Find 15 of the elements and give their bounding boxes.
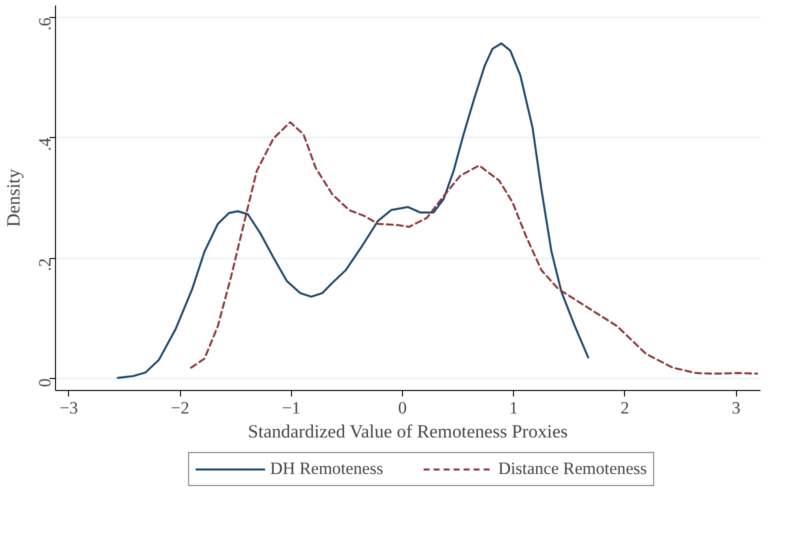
y-tick-label: .4 bbox=[36, 138, 54, 151]
y-tick-label: .6 bbox=[36, 17, 54, 31]
legend-label: Distance Remoteness bbox=[498, 459, 647, 479]
x-tick-label: 0 bbox=[398, 398, 407, 418]
x-tick-label: 2 bbox=[620, 398, 630, 418]
x-tick-label: −1 bbox=[282, 398, 300, 418]
x-tick-label: −2 bbox=[170, 398, 190, 418]
x-tick-label: 1 bbox=[509, 398, 518, 418]
x-axis-title: Standardized Value of Remoteness Proxies bbox=[248, 422, 568, 442]
legend-label: DH Remoteness bbox=[270, 459, 384, 479]
y-tick-label: .2 bbox=[36, 258, 54, 272]
x-tick-label: −3 bbox=[60, 398, 78, 418]
y-tick-label: 0 bbox=[36, 378, 54, 388]
x-tick-label: 3 bbox=[732, 398, 740, 418]
y-axis-title: Density bbox=[4, 168, 24, 228]
